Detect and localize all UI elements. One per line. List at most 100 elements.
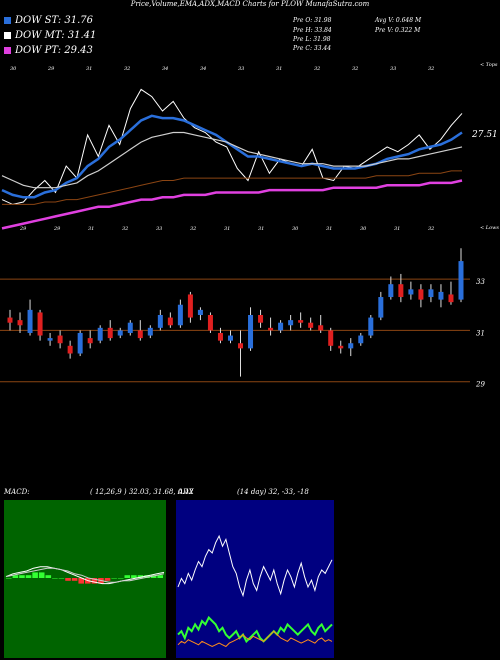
macd-panel bbox=[4, 500, 166, 658]
top-tick-label: 32 bbox=[352, 66, 358, 72]
bottom-tick-label: 32 bbox=[428, 226, 434, 232]
macd-histogram-bar bbox=[71, 578, 78, 581]
macd-histogram-bar bbox=[157, 575, 163, 578]
macd-histogram-bar bbox=[65, 578, 71, 581]
candle-body bbox=[7, 317, 13, 323]
candle-body bbox=[147, 327, 153, 336]
macd-histogram-bar bbox=[111, 578, 117, 579]
candle-body bbox=[248, 315, 254, 349]
candle-body bbox=[308, 322, 314, 328]
bottom-tick-label: 29 bbox=[19, 226, 27, 232]
ema-series-line-1 bbox=[1, 114, 463, 199]
stat-pre-volume: Pre V: 0.322 M bbox=[375, 27, 421, 34]
legend-label-mt: DOW MT: 31.41 bbox=[15, 30, 97, 41]
legend-dow-st: DOW ST: 31.76 bbox=[4, 15, 93, 26]
macd-histogram-bar bbox=[91, 578, 98, 584]
candle-body bbox=[358, 335, 364, 344]
macd-histogram-bar bbox=[6, 578, 12, 579]
candle-body bbox=[167, 317, 173, 326]
candle-body bbox=[57, 335, 63, 344]
legend-label-pt: DOW PT: 29.43 bbox=[15, 45, 93, 56]
top-tick-label: 31 bbox=[86, 66, 92, 72]
candle-body bbox=[278, 322, 284, 331]
candle-y-tick-label: 29 bbox=[475, 381, 485, 389]
main-chart: 30 29 31 32 34 34 33 31 32 32 33 32 29 29 31 32 33 32 31 31… bbox=[0, 62, 499, 389]
candle-body bbox=[27, 309, 33, 333]
candle-body bbox=[348, 343, 354, 349]
macd-line-0 bbox=[5, 566, 165, 585]
top-tick-label: 31 bbox=[276, 66, 282, 72]
adx-line-0 bbox=[177, 534, 333, 598]
candle-body bbox=[177, 304, 183, 326]
macd-histogram-bar bbox=[117, 578, 124, 579]
macd-histogram-bar bbox=[19, 575, 25, 578]
bottom-tick-label: 31 bbox=[258, 226, 264, 232]
macd-histogram-bar bbox=[38, 572, 45, 578]
top-tick-label: 33 bbox=[238, 66, 244, 72]
candle-body bbox=[288, 320, 294, 326]
candle-body bbox=[388, 284, 394, 298]
candle-body bbox=[207, 315, 213, 331]
macd-line-1 bbox=[5, 567, 165, 583]
candle-y-tick-label: 33 bbox=[476, 278, 485, 286]
macd-histogram-bar bbox=[12, 575, 19, 578]
legend-dow-mt: DOW MT: 31.41 bbox=[4, 30, 96, 41]
candle-body bbox=[87, 338, 93, 344]
top-tick-label: 33 bbox=[390, 66, 396, 72]
top-tick-label: 29 bbox=[47, 66, 55, 72]
candle-body bbox=[238, 343, 244, 349]
candle-body bbox=[398, 284, 404, 298]
last-price-label: 27.51 bbox=[471, 130, 498, 140]
candle-body bbox=[47, 338, 53, 341]
legend-swatch-mt-icon bbox=[4, 32, 11, 39]
stat-pre-high: Pre H: 33.84 bbox=[293, 27, 332, 34]
stat-pre-open: Pre O: 31.98 bbox=[293, 17, 332, 24]
candle-body bbox=[458, 261, 464, 300]
candle-body bbox=[227, 335, 233, 341]
candle-body bbox=[127, 322, 133, 333]
top-tick-label: 30 bbox=[10, 66, 17, 72]
lows-label: < Lows bbox=[480, 225, 499, 231]
candle-body bbox=[318, 325, 324, 331]
candle-body bbox=[338, 345, 344, 349]
adx-params: (14 day) 32, -33, -18 bbox=[237, 488, 309, 496]
candle-body bbox=[368, 317, 374, 336]
stat-pre-close: Pre C: 33.44 bbox=[293, 45, 332, 52]
candle-body bbox=[298, 320, 304, 323]
macd-histogram-bar bbox=[150, 575, 157, 578]
bottom-tick-label: 30 bbox=[360, 226, 367, 232]
candle-y-tick-label: 31 bbox=[476, 329, 485, 337]
bottom-tick-label: 31 bbox=[224, 226, 230, 232]
macd-histogram-bar bbox=[32, 572, 38, 578]
top-tick-label: 32 bbox=[428, 66, 434, 72]
candle-body bbox=[137, 330, 143, 339]
macd-histogram-bar bbox=[137, 575, 144, 578]
legend-swatch-pt-icon bbox=[4, 47, 11, 54]
macd-histogram-bar bbox=[45, 575, 52, 578]
candle-body bbox=[258, 315, 264, 323]
top-tick-label: 32 bbox=[314, 66, 320, 72]
macd-params: ( 12,26,9 ) 32.03, 31.68, 0.42 bbox=[90, 488, 194, 496]
chart-title: Price,Volume,EMA,ADX,MACD Charts for PLO… bbox=[130, 0, 370, 8]
candle-body bbox=[77, 332, 83, 354]
stat-pre-low: Pre L: 31.98 bbox=[293, 36, 331, 43]
bottom-tick-label: 33 bbox=[156, 226, 162, 232]
candle-body bbox=[378, 297, 384, 318]
candle-body bbox=[187, 294, 193, 318]
candle-body bbox=[37, 312, 43, 336]
bottom-tick-label: 32 bbox=[122, 226, 128, 232]
bottom-tick-label: 31 bbox=[88, 226, 94, 232]
top-tick-label: 32 bbox=[124, 66, 130, 72]
candle-body bbox=[117, 330, 123, 336]
bottom-tick-label: 31 bbox=[394, 226, 400, 232]
candle-body bbox=[107, 327, 113, 339]
tops-label: < Tops bbox=[480, 62, 498, 68]
macd-histogram-bar bbox=[25, 575, 32, 578]
macd-histogram-bar bbox=[52, 578, 58, 579]
macd-histogram-bar bbox=[58, 578, 65, 579]
candle-body bbox=[418, 289, 424, 300]
top-tick-label: 34 bbox=[162, 66, 168, 72]
candle-body bbox=[328, 330, 334, 346]
top-tick-label: 34 bbox=[200, 66, 206, 72]
candle-body bbox=[197, 309, 203, 315]
